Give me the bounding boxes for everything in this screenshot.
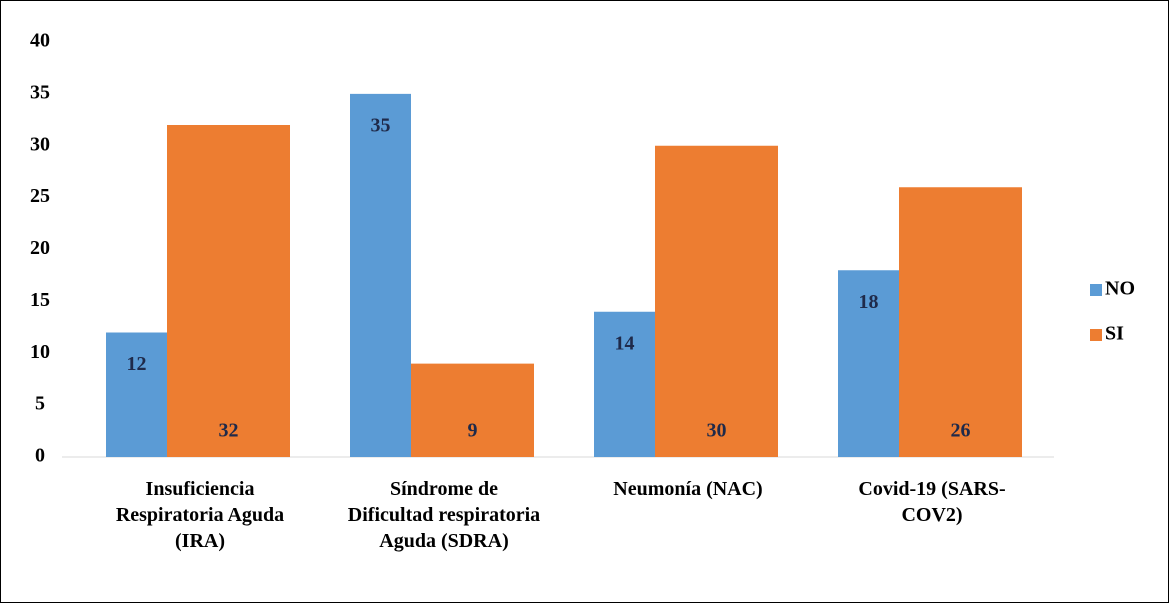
data-label: 35: [371, 114, 391, 136]
bar: [350, 93, 411, 457]
bar: [106, 332, 167, 457]
bar: [655, 145, 778, 457]
data-label: 9: [468, 420, 478, 442]
x-tick-label: Síndrome de Dificultad respiratoria Aguda …: [348, 478, 540, 552]
x-tick-label: Insuficiencia Respiratoria Aguda (IRA): [116, 478, 284, 552]
y-tick-label: 30: [30, 133, 50, 155]
legend-swatch: [1090, 329, 1102, 341]
bar: [899, 187, 1022, 457]
data-label: 14: [615, 332, 635, 354]
legend-label: NO: [1105, 278, 1135, 300]
bar: [838, 270, 899, 457]
legend-label: SI: [1105, 323, 1124, 345]
data-label: 26: [951, 420, 971, 442]
bar: [167, 125, 290, 457]
y-tick-label: 0: [35, 445, 45, 467]
legend-swatch: [1090, 284, 1102, 296]
y-tick-label: 20: [30, 237, 50, 259]
y-tick-label: 10: [30, 341, 50, 363]
y-tick-label: 40: [30, 30, 50, 52]
data-label: 18: [859, 291, 879, 313]
x-tick-label: Covid-19 (SARS-COV2): [858, 478, 1005, 526]
data-label: 30: [707, 420, 727, 442]
y-tick-label: 15: [30, 289, 50, 311]
data-label: 12: [127, 353, 147, 375]
y-tick-label: 35: [30, 81, 50, 103]
x-tick-label: Neumonía (NAC): [613, 478, 762, 500]
y-tick-label: 25: [30, 185, 50, 207]
bar: [594, 311, 655, 457]
bar: [411, 363, 534, 457]
data-label: 32: [219, 420, 239, 442]
y-tick-label: 5: [35, 393, 45, 415]
